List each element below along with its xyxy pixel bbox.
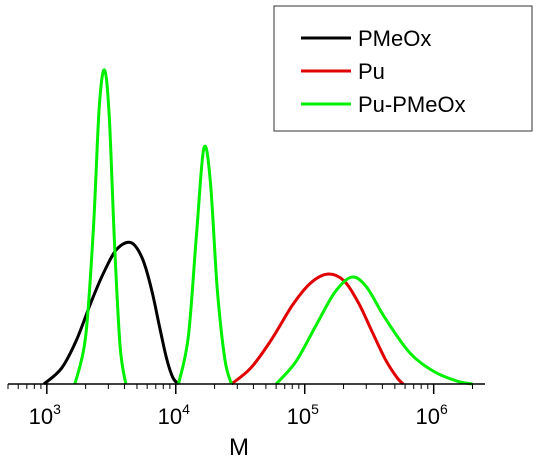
plot-area xyxy=(42,68,473,386)
legend-box xyxy=(273,5,533,132)
legend: PMeOx Pu Pu-PMeOx xyxy=(273,5,533,132)
x-axis-ticks: 103 104 105 106 xyxy=(7,384,474,429)
series-line-pu xyxy=(230,272,405,386)
series-line-pu-pmeox xyxy=(73,68,128,385)
x-tick-label: 104 xyxy=(158,401,190,429)
x-tick-label: 103 xyxy=(29,401,61,429)
x-tick-label: 106 xyxy=(416,401,448,429)
series-line-pu-pmeox xyxy=(177,144,233,385)
legend-label: Pu-PMeOx xyxy=(358,92,466,117)
x-axis-label: M xyxy=(229,434,249,461)
series-line-pu-pmeox xyxy=(274,275,473,386)
series-line-pmeox xyxy=(42,240,180,386)
legend-label: PMeOx xyxy=(358,26,431,51)
x-tick-label: 105 xyxy=(287,401,319,429)
legend-label: Pu xyxy=(358,59,385,84)
